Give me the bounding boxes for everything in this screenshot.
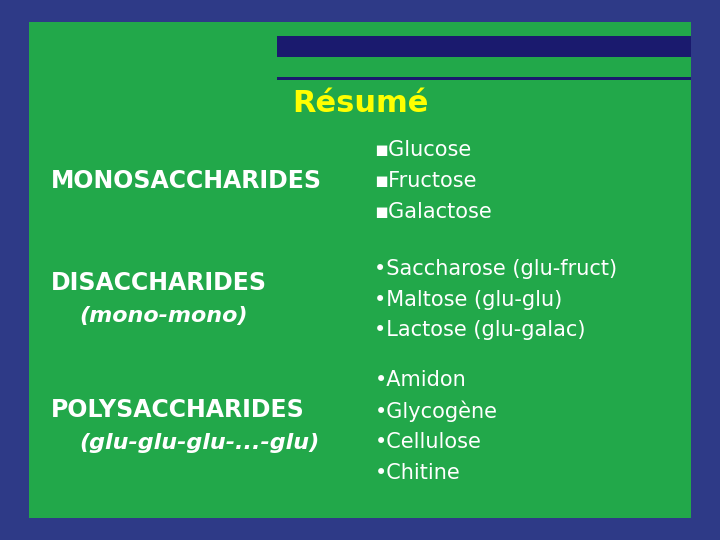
Text: •Saccharose (glu-fruct): •Saccharose (glu-fruct) xyxy=(374,259,618,279)
Bar xyxy=(277,77,691,80)
Text: •Maltose (glu-glu): •Maltose (glu-glu) xyxy=(374,289,562,310)
Text: (glu-glu-glu-...-glu): (glu-glu-glu-...-glu) xyxy=(79,433,320,453)
Text: •Chitine: •Chitine xyxy=(374,463,460,483)
Text: •Amidon: •Amidon xyxy=(374,370,466,390)
Text: MONOSACCHARIDES: MONOSACCHARIDES xyxy=(50,169,321,193)
Text: •Glycogène: •Glycogène xyxy=(374,401,498,422)
Text: •Lactose (glu-galac): •Lactose (glu-galac) xyxy=(374,320,586,341)
Text: •Cellulose: •Cellulose xyxy=(374,432,481,452)
Text: ▪Fructose: ▪Fructose xyxy=(374,171,477,191)
Text: DISACCHARIDES: DISACCHARIDES xyxy=(50,272,266,295)
Text: ▪Galactose: ▪Galactose xyxy=(374,201,492,222)
Text: POLYSACCHARIDES: POLYSACCHARIDES xyxy=(50,399,304,422)
Text: (mono-mono): (mono-mono) xyxy=(79,306,248,326)
Bar xyxy=(277,57,691,80)
Text: Résumé: Résumé xyxy=(292,89,428,118)
Text: ▪Glucose: ▪Glucose xyxy=(374,140,472,160)
Bar xyxy=(277,36,691,57)
